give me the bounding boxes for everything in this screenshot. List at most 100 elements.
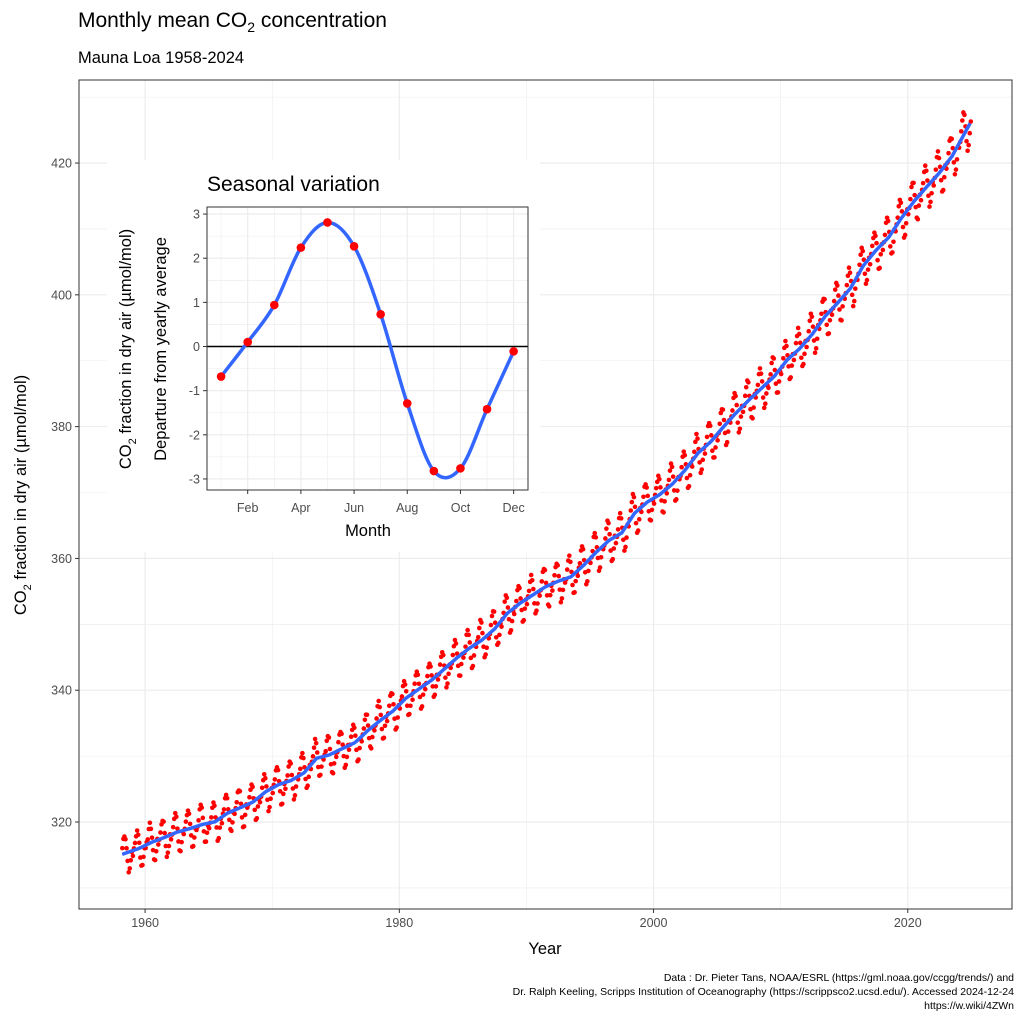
data-point [412,681,417,686]
data-point [670,474,676,479]
data-point [694,431,699,437]
inset-axis-ticks: -3 -2 -1 0 1 2 3 Feb Apr Jun Aug Oct Dec [189,208,525,515]
data-point [163,843,169,849]
data-point [528,572,534,578]
data-point [799,355,804,361]
data-point [432,692,438,698]
data-point [667,468,673,473]
data-point [550,588,555,593]
inset-data-point [482,404,492,414]
data-point [880,247,886,253]
data-point [891,239,896,245]
data-point [878,251,884,257]
data-point [597,565,603,570]
inset-data-point [509,347,518,356]
data-point [120,845,125,851]
data-point [628,508,634,513]
data-point [164,854,170,860]
data-point [435,677,441,682]
data-point [312,736,318,742]
data-point [330,770,336,776]
data-point [661,510,666,515]
data-point [568,559,573,565]
data-point [277,788,283,794]
data-point [297,766,303,772]
data-point [725,429,731,434]
data-point [267,804,272,810]
data-point [234,799,240,805]
data-point [518,596,523,601]
data-point [479,620,484,625]
data-point [946,150,951,156]
data-point [186,811,192,817]
data-point [664,491,670,496]
data-point [384,718,390,724]
data-point [938,177,944,183]
data-point [336,739,341,745]
data-point [346,747,352,753]
data-point [674,497,679,502]
data-point [542,567,548,573]
data-point [746,380,751,385]
data-point [624,535,629,540]
inset-points [216,218,518,476]
data-point [134,828,140,833]
data-point [333,754,339,760]
data-point [784,343,789,349]
data-point [952,171,958,177]
data-point [391,701,396,707]
data-point [775,390,781,395]
data-point [292,793,298,798]
data-point [386,703,392,709]
data-point [429,673,434,678]
inset-x-tick-label: Oct [451,501,471,515]
data-point [837,307,842,312]
data-point [573,578,578,584]
inset-x-axis-label: Month [345,522,391,540]
data-point [632,504,638,510]
data-point [323,748,329,754]
data-point [268,796,273,802]
data-point [781,355,786,361]
data-point [686,483,692,489]
data-point [567,553,572,558]
data-point [644,485,649,490]
inset-title: Seasonal variation [207,173,380,196]
data-point [425,673,430,679]
data-point [263,775,268,781]
data-point [758,371,764,376]
data-point [558,599,564,605]
data-point [793,340,799,346]
data-point [135,832,141,838]
data-point [613,540,619,546]
data-point [216,835,222,841]
data-point [508,627,514,633]
data-point [372,728,377,733]
data-point [555,563,560,568]
data-point [810,324,816,329]
inset-data-point [456,464,465,473]
data-point [499,624,504,629]
inset-x-tick-label: Jun [344,501,364,515]
data-point [257,799,263,805]
data-point [940,187,946,193]
data-point [853,286,858,291]
inset-y-tick-label: -1 [189,384,200,398]
data-point [801,361,806,367]
data-point [585,578,590,584]
data-point [370,734,375,740]
data-point [968,119,974,124]
data-point [814,336,820,342]
data-point [283,786,288,792]
data-point [606,520,611,526]
data-point [769,360,774,366]
data-point [580,546,586,552]
data-point [598,554,604,560]
data-point [953,167,959,172]
data-point [209,815,214,820]
data-point [255,804,261,809]
data-point [422,686,428,692]
data-point [204,830,210,836]
data-point [761,405,767,411]
data-point [689,464,695,469]
